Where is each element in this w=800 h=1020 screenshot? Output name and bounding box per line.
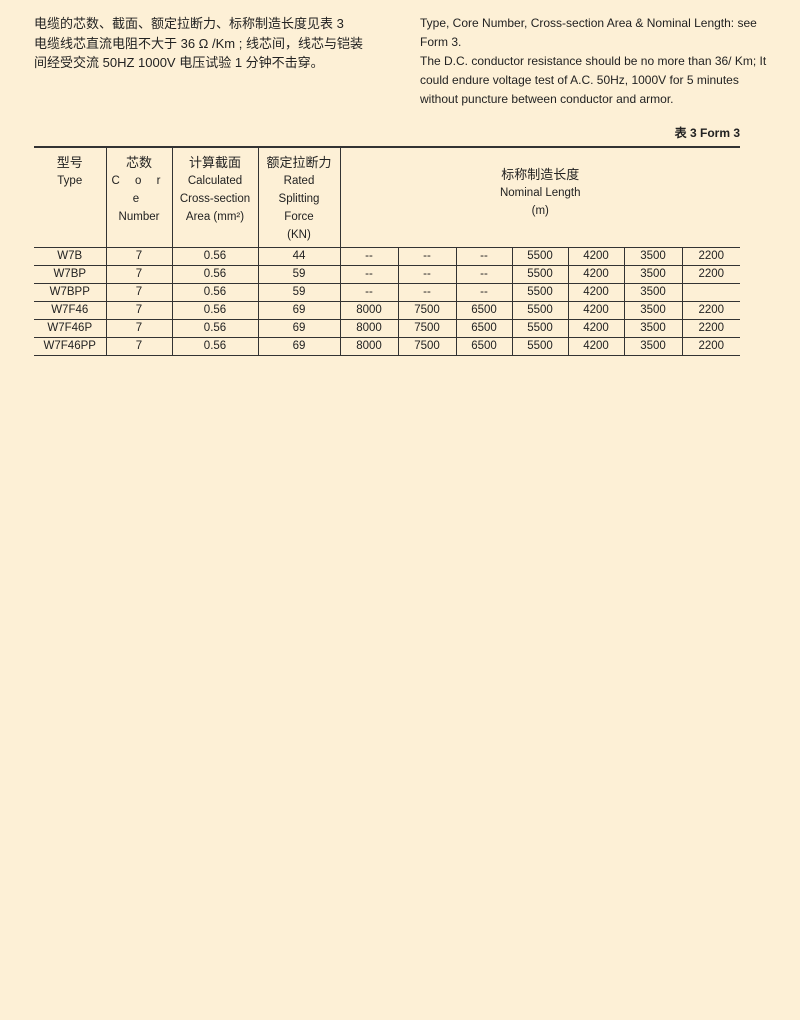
table-cell: 0.56 — [171, 319, 258, 337]
header-row: 型号 Type 芯数 C o r e Number 计算截面 Calculated Cro… — [34, 147, 741, 247]
table-cell: -- — [397, 247, 456, 265]
table-cell: 69 — [257, 301, 340, 319]
table-row: W7B 7 0.56 44 -- -- -- 5500 4200 3500 2200 — [34, 247, 741, 265]
header-type: 型号 Type — [56, 155, 83, 187]
table-cell: 7 — [105, 247, 172, 265]
table-cell: 8000 — [339, 319, 398, 337]
table-row: W7F46P 7 0.56 69 8000 7500 6500 5500 4200 3500 220… — [34, 319, 741, 337]
table-cell: 5500 — [511, 301, 568, 319]
table-cell: 2200 — [681, 247, 741, 265]
table-cell: 4200 — [567, 337, 624, 355]
chinese-intro: 电缆的芯数、截面、额定拉断力、标称制造长度见表 3 电缆线芯直流电阻不大于 36… — [34, 14, 394, 73]
english-paragraph: The D.C. conductor resistance should be … — [420, 54, 767, 106]
table-cell: 7 — [105, 337, 172, 355]
table-cell: 3500 — [623, 247, 682, 265]
table-cell: 59 — [257, 283, 340, 301]
table-cell: 3500 — [623, 283, 682, 301]
table-cell: 7500 — [397, 337, 456, 355]
header-area: 计算截面 Calculated Cross-section Area (mm²) — [171, 147, 258, 247]
table-cell: 6500 — [455, 337, 512, 355]
table-cell: 7500 — [397, 319, 456, 337]
header-core: 芯数 C o r e Number — [105, 147, 172, 247]
table-cell: 8000 — [339, 301, 398, 319]
table-cell: 3500 — [623, 319, 682, 337]
table-cell: 2200 — [681, 319, 741, 337]
table-cell: 5500 — [511, 247, 568, 265]
table-cell: 3500 — [623, 301, 682, 319]
table-cell: W7F46PP — [43, 339, 96, 352]
table-cell: 4200 — [567, 319, 624, 337]
table-row: W7BPP 7 0.56 59 -- -- -- 5500 4200 3500 — [34, 283, 741, 301]
table-cell: -- — [339, 247, 398, 265]
table-cell: 0.56 — [171, 265, 258, 283]
table-cell: 7 — [105, 301, 172, 319]
chinese-line: 电缆的芯数、截面、额定拉断力、标称制造长度见表 3 — [34, 16, 344, 31]
table-cell: 7500 — [397, 301, 456, 319]
table-cell: 5500 — [511, 319, 568, 337]
table-cell: 3500 — [623, 265, 682, 283]
english-paragraph: Type, Core Number, Cross-section Area & … — [420, 16, 757, 49]
table-cell: W7B — [57, 249, 83, 262]
table-cell: W7BPP — [49, 285, 90, 298]
table-cell: 69 — [257, 337, 340, 355]
table-cell: 5500 — [511, 265, 568, 283]
table-cell: -- — [455, 265, 512, 283]
table-cell: W7F46P — [47, 321, 93, 334]
table-row: W7BP 7 0.56 59 -- -- -- 5500 4200 3500 2200 — [34, 265, 741, 283]
table-cell: 8000 — [339, 337, 398, 355]
table-cell: 4200 — [567, 301, 624, 319]
table-cell: -- — [397, 283, 456, 301]
table-cell — [681, 283, 741, 301]
table-row: W7F46 7 0.56 69 8000 7500 6500 5500 4200 3500 2200 — [34, 301, 741, 319]
table-cell: 2200 — [681, 301, 741, 319]
table-cell: -- — [339, 265, 398, 283]
table-cell: 44 — [257, 247, 340, 265]
table-cell: 0.56 — [171, 301, 258, 319]
table-cell: 4200 — [567, 247, 624, 265]
table-cell: 0.56 — [171, 337, 258, 355]
specification-table: 型号 Type 芯数 C o r e Number 计算截面 Calculated Cro… — [34, 146, 741, 356]
table-cell: -- — [397, 265, 456, 283]
table-cell: 7 — [105, 283, 172, 301]
chinese-line: 间经受交流 50HZ 1000V 电压试验 1 分钟不击穿。 — [34, 55, 324, 70]
table-cell: 7 — [105, 265, 172, 283]
table-cell: 3500 — [623, 337, 682, 355]
table-cell: W7BP — [53, 267, 87, 280]
chinese-line: 电缆线芯直流电阻不大于 36 Ω /Km ; 线芯间，线芯与铠装 — [34, 35, 363, 51]
table-cell: -- — [455, 247, 512, 265]
header-nominal-length: 标称制造长度 Nominal Length (m) — [339, 147, 741, 247]
table-cell: W7F46 — [51, 303, 89, 316]
table-cell: 4200 — [567, 265, 624, 283]
table-cell: 7 — [105, 319, 172, 337]
table-cell: 5500 — [511, 337, 568, 355]
table-caption: 表 3 Form 3 — [674, 126, 740, 140]
english-intro: Type, Core Number, Cross-section Area & … — [420, 14, 780, 109]
table-cell: 6500 — [455, 319, 512, 337]
table-cell: 5500 — [511, 283, 568, 301]
table-row: W7F46PP 7 0.56 69 8000 7500 6500 5500 4200 3500 22… — [34, 337, 741, 355]
table-cell: -- — [455, 283, 512, 301]
table-cell: 6500 — [455, 301, 512, 319]
table-cell: 0.56 — [171, 283, 258, 301]
table-cell: 2200 — [681, 337, 741, 355]
table-cell: -- — [339, 283, 398, 301]
table-cell: 69 — [257, 319, 340, 337]
table-cell: 0.56 — [171, 247, 258, 265]
table-cell: 59 — [257, 265, 340, 283]
header-force: 额定拉断力 Rated Splitting Force (KN) — [257, 147, 340, 247]
table-cell: 4200 — [567, 283, 624, 301]
table-cell: 2200 — [681, 265, 741, 283]
